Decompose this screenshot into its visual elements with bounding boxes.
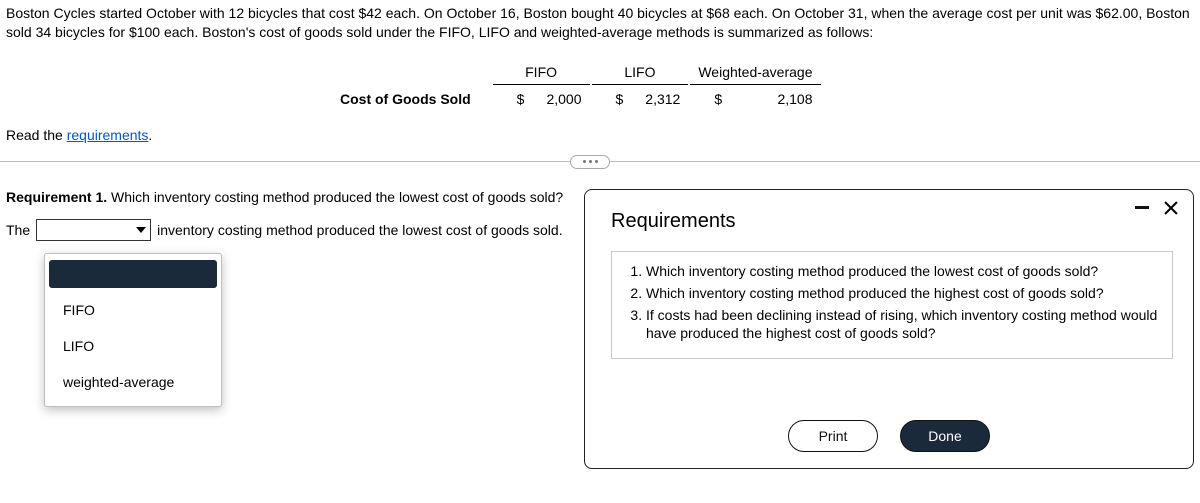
read-suffix: .	[148, 127, 152, 143]
lifo-value: 2,312	[625, 87, 688, 111]
print-button[interactable]: Print	[788, 420, 878, 452]
dropdown-option-wavg[interactable]: weighted-average	[45, 364, 221, 400]
problem-statement: Boston Cycles started October with 12 bi…	[0, 0, 1200, 52]
fifo-value: 2,000	[526, 87, 589, 111]
row-label: Cost of Goods Sold	[332, 87, 491, 111]
method-dropdown[interactable]: FIFO LIFO weighted-average	[44, 253, 222, 407]
cogs-summary-table: FIFO LIFO Weighted-average Cost of Goods…	[330, 58, 823, 113]
requirement-1-title: Requirement 1. Which inventory costing m…	[6, 189, 566, 205]
chevron-down-icon	[135, 224, 147, 236]
answer-suffix: inventory costing method produced the lo…	[157, 222, 562, 238]
expand-handle[interactable]	[570, 155, 610, 169]
answer-prefix: The	[6, 222, 30, 238]
requirement-label: Requirement 1.	[6, 189, 107, 205]
requirements-list-box: Which inventory costing method produced …	[611, 251, 1173, 360]
requirement-question: Which inventory costing method produced …	[107, 189, 563, 205]
dropdown-option-lifo[interactable]: LIFO	[45, 328, 221, 364]
col-wavg: Weighted-average	[690, 60, 820, 85]
list-item: Which inventory costing method produced …	[646, 262, 1158, 281]
read-requirements: Read the requirements.	[0, 113, 1200, 161]
read-prefix: Read the	[6, 127, 67, 143]
answer-sentence: The inventory costing method produced th…	[6, 219, 566, 241]
col-fifo: FIFO	[493, 60, 590, 85]
dropdown-option-blank[interactable]	[49, 260, 217, 288]
panel-title: Requirements	[611, 210, 1173, 233]
currency-symbol: $	[592, 87, 624, 111]
requirements-panel: Requirements Which inventory costing met…	[584, 189, 1194, 469]
question-area: Requirement 1. Which inventory costing m…	[6, 189, 566, 469]
dropdown-option-fifo[interactable]: FIFO	[45, 292, 221, 328]
col-lifo: LIFO	[592, 60, 689, 85]
close-icon[interactable]	[1163, 200, 1179, 216]
wavg-value: 2,108	[735, 87, 820, 111]
section-divider	[0, 161, 1200, 183]
currency-symbol: $	[493, 87, 525, 111]
list-item: If costs had been declining instead of r…	[646, 306, 1158, 344]
done-button[interactable]: Done	[900, 420, 990, 452]
table-header-row: FIFO LIFO Weighted-average	[332, 60, 821, 85]
table-row: Cost of Goods Sold $ 2,000 $ 2,312 $ 2,1…	[332, 87, 821, 111]
method-select[interactable]	[36, 219, 151, 241]
currency-symbol: $	[690, 87, 733, 111]
list-item: Which inventory costing method produced …	[646, 284, 1158, 303]
minimize-icon[interactable]	[1135, 206, 1149, 209]
problem-paragraph: Boston Cycles started October with 12 bi…	[6, 5, 1190, 40]
requirements-link[interactable]: requirements	[67, 127, 149, 143]
